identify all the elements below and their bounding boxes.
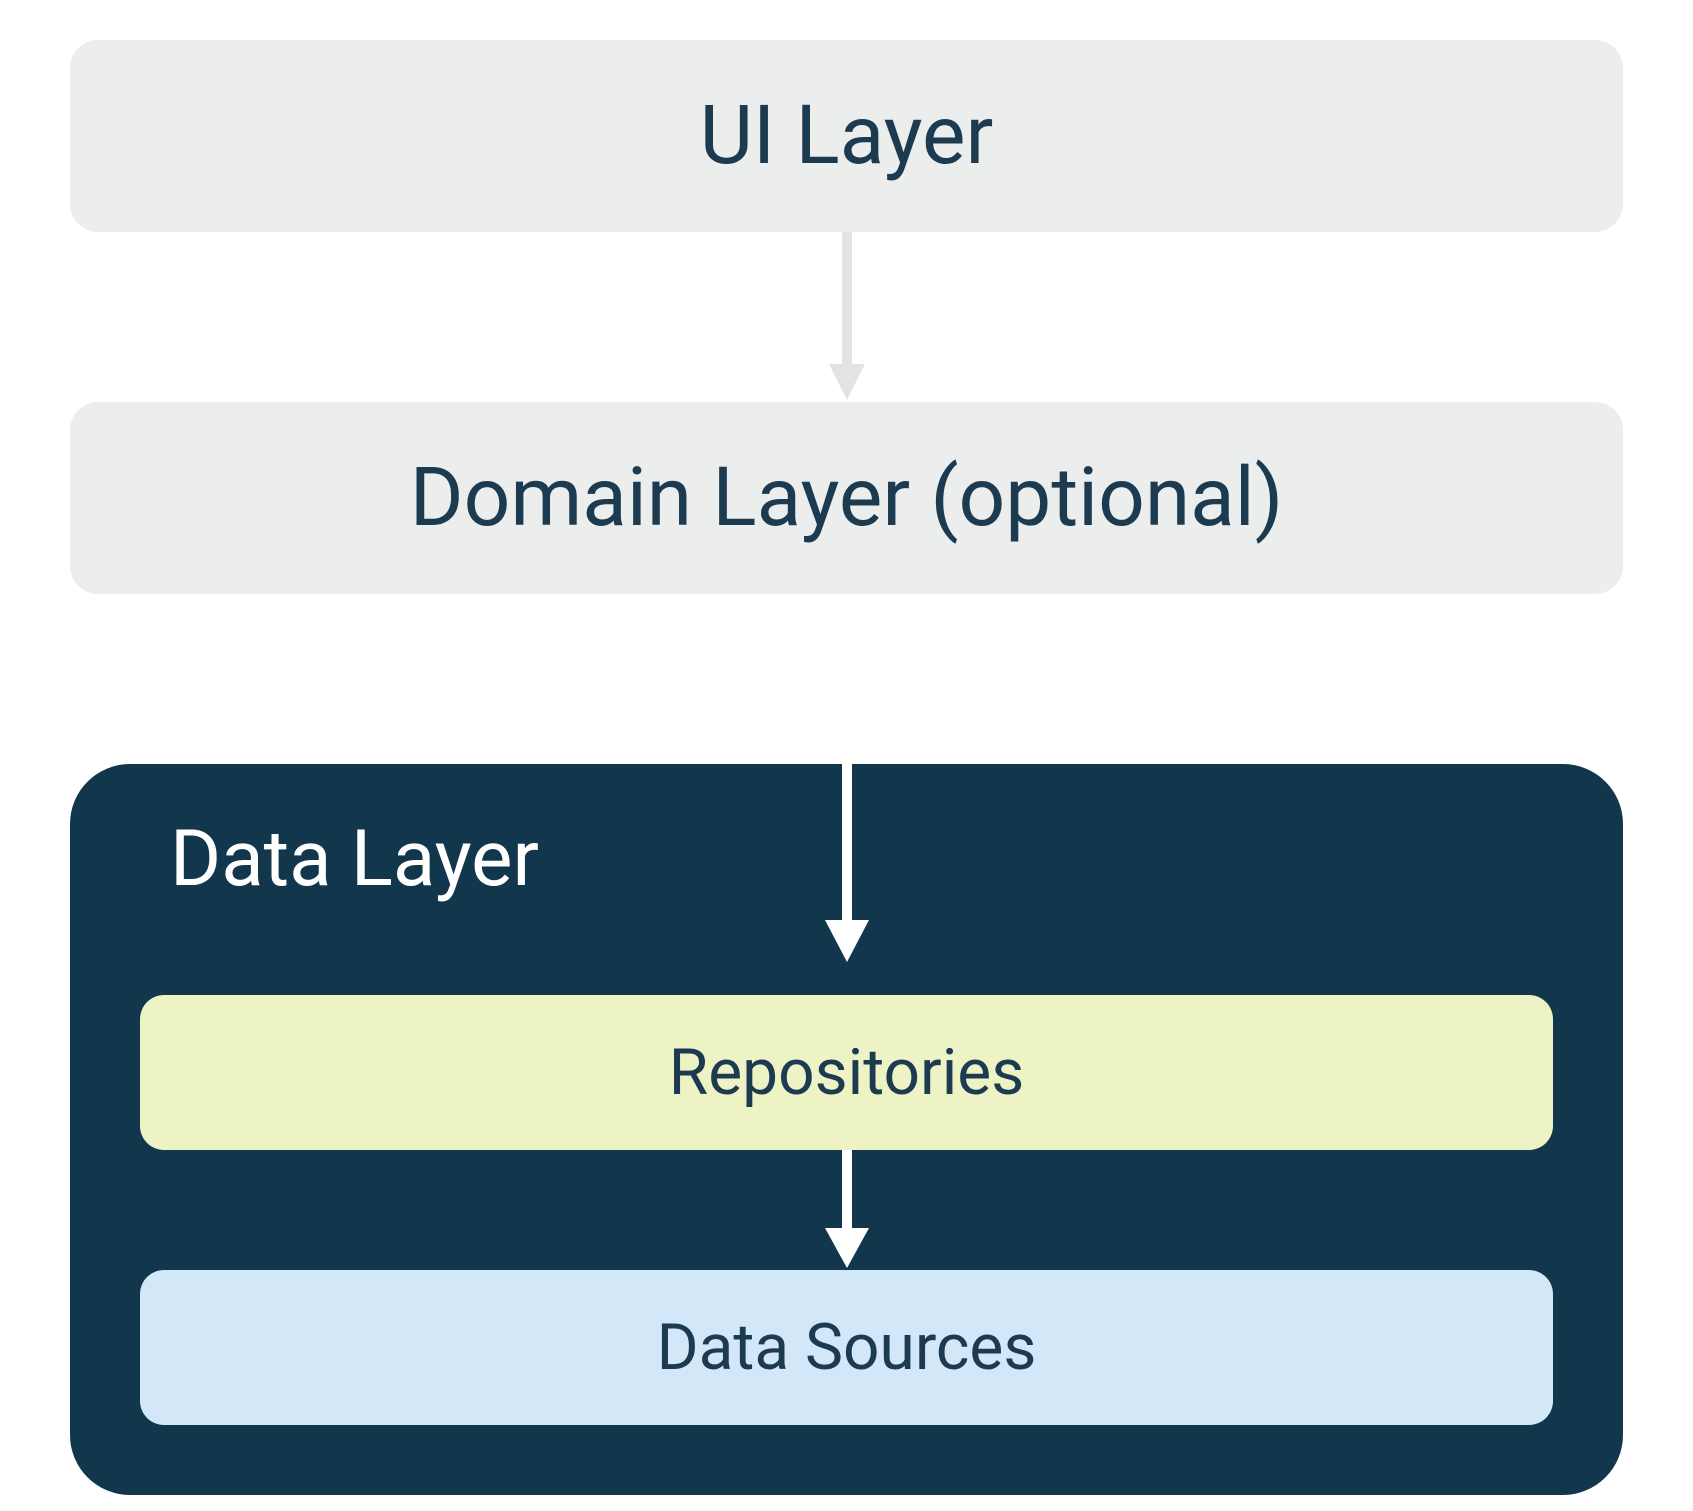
domain-layer-box: Domain Layer (optional) xyxy=(70,402,1623,594)
arrow-repos-to-sources xyxy=(140,1150,1553,1270)
data-sources-box: Data Sources xyxy=(140,1270,1553,1425)
ui-layer-box: UI Layer xyxy=(70,40,1623,232)
arrow-down-icon xyxy=(812,594,882,964)
data-layer-container: Data Layer Repositories Data Sources xyxy=(70,764,1623,1495)
arrow-down-icon xyxy=(817,232,877,402)
arrow-ui-to-domain xyxy=(817,232,877,402)
arrow-down-icon xyxy=(812,1150,882,1270)
ui-layer-label: UI Layer xyxy=(700,88,994,184)
architecture-diagram: UI Layer Domain Layer (optional) Data La… xyxy=(70,40,1623,1495)
repositories-box: Repositories xyxy=(140,995,1553,1150)
data-sources-label: Data Sources xyxy=(657,1310,1037,1385)
domain-layer-label: Domain Layer (optional) xyxy=(410,450,1284,546)
repositories-label: Repositories xyxy=(669,1035,1024,1110)
